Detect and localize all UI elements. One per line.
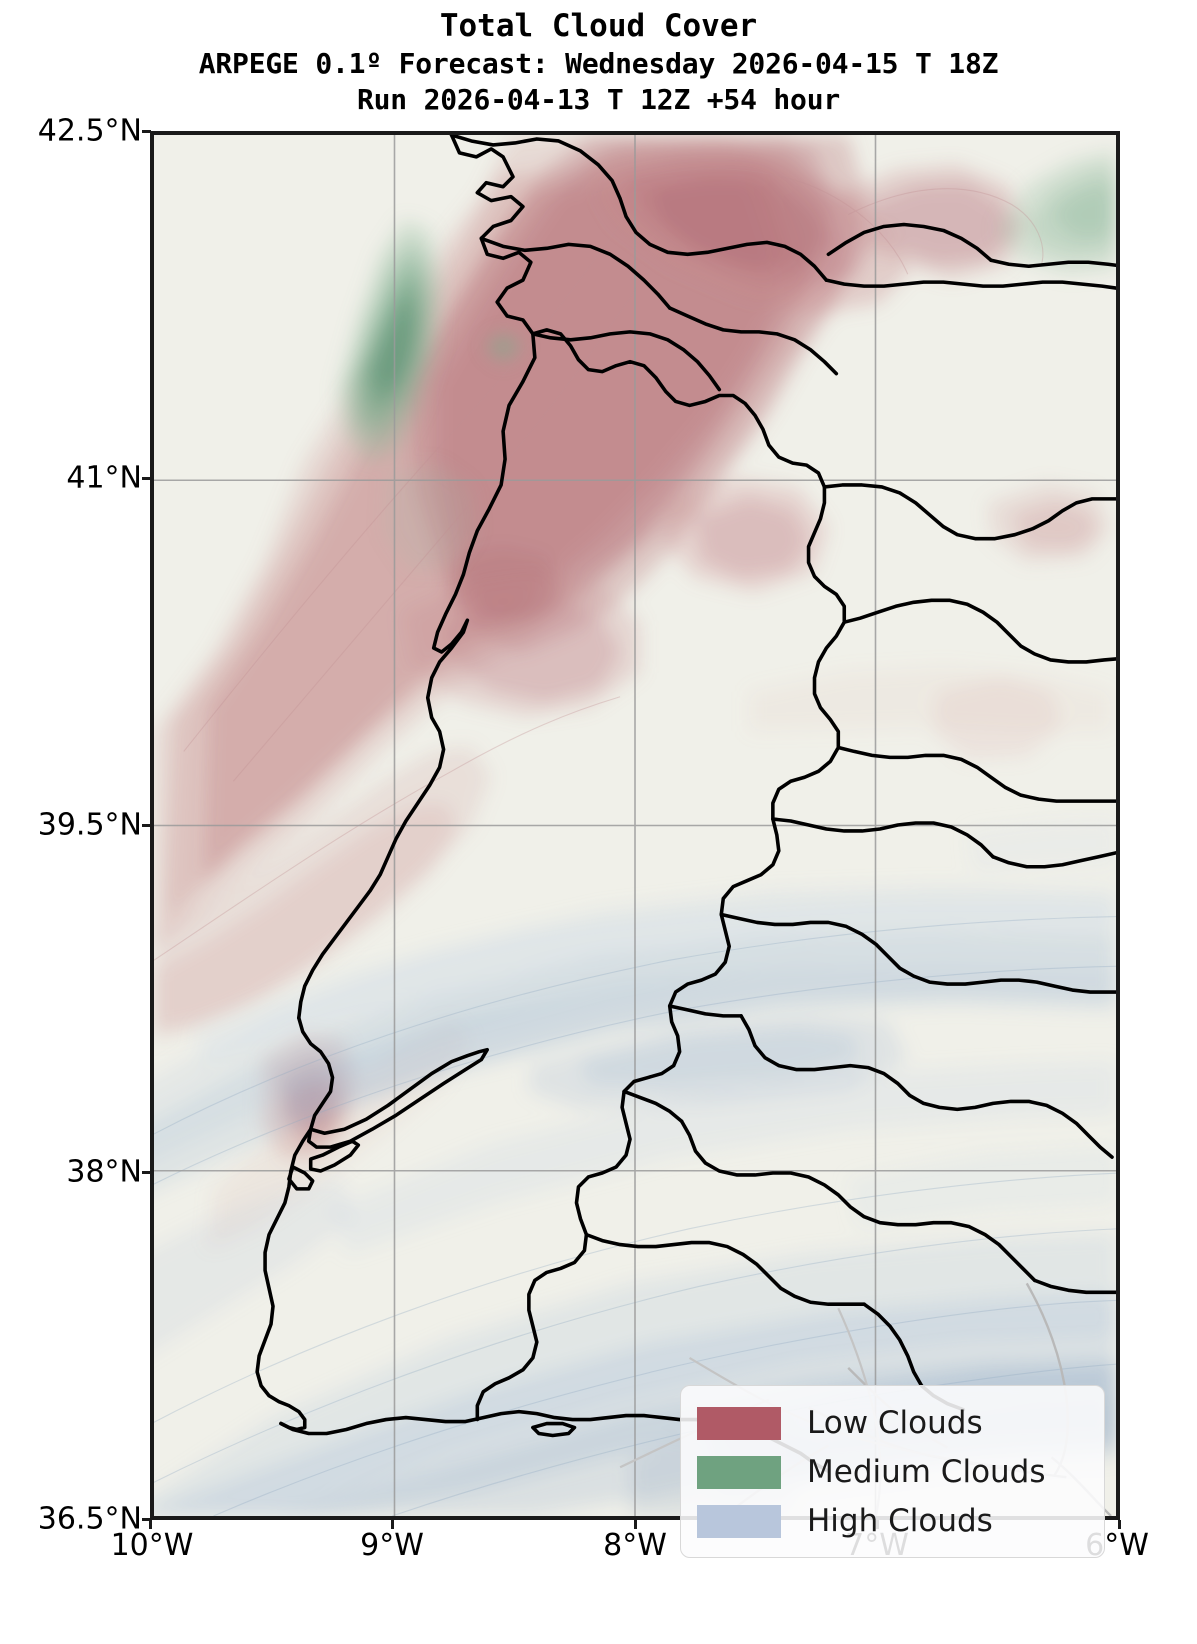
lat-tick-41: 41°N <box>66 460 142 496</box>
lat-tickmark-42-5 <box>142 130 151 133</box>
page-title: Total Cloud Cover <box>439 8 758 44</box>
lon-tick-9w: 9°W <box>360 1528 424 1563</box>
contour-lines-warm <box>154 168 1044 961</box>
lon-tick-10w: 10°W <box>110 1528 194 1563</box>
legend-label-low-clouds: Low Clouds <box>807 1405 983 1441</box>
legend-swatch-high-clouds <box>697 1505 781 1538</box>
legend-swatch-medium-clouds <box>697 1456 781 1489</box>
coastline-and-borders <box>255 135 1116 1474</box>
lat-tick-42-5: 42.5°N <box>37 113 142 149</box>
run-subtitle: Run 2026-04-13 T 12Z +54 hour <box>356 83 841 116</box>
map-legend[interactable]: Low Clouds Medium Clouds High Clouds <box>680 1385 1105 1558</box>
cloud-cover-map <box>154 135 1116 1516</box>
contour-lines <box>154 916 1116 1516</box>
forecast-subtitle: ARPEGE 0.1º Forecast: Wednesday 2026-04-… <box>198 47 999 80</box>
legend-item-medium-clouds[interactable]: Medium Clouds <box>697 1448 1090 1497</box>
lon-tickmark-10w <box>149 1520 152 1529</box>
lat-tick-36-5: 36.5°N <box>37 1501 142 1537</box>
legend-swatch-low-clouds <box>697 1407 781 1440</box>
lon-tickmark-6w <box>1118 1520 1121 1529</box>
legend-label-medium-clouds: Medium Clouds <box>807 1454 1046 1490</box>
map-plot-area[interactable] <box>150 131 1120 1520</box>
lat-tick-38: 38°N <box>66 1154 142 1190</box>
legend-label-high-clouds: High Clouds <box>807 1503 993 1539</box>
lat-tickmark-38 <box>142 1171 151 1174</box>
chart-title-block: Total Cloud Cover ARPEGE 0.1º Forecast: … <box>0 0 1197 118</box>
lat-tickmark-39-5 <box>142 824 151 827</box>
map-gridlines <box>154 135 1116 1516</box>
lon-tickmark-9w <box>391 1520 394 1529</box>
legend-item-high-clouds[interactable]: High Clouds <box>697 1497 1090 1546</box>
lat-tick-39-5: 39.5°N <box>37 807 142 843</box>
lat-tickmark-36-5 <box>142 1518 151 1521</box>
medium-clouds-layer <box>337 149 1116 571</box>
legend-item-low-clouds[interactable]: Low Clouds <box>697 1399 1090 1448</box>
lat-tickmark-41 <box>142 477 151 480</box>
lon-tickmark-8w <box>634 1520 637 1529</box>
lon-tick-8w: 8°W <box>603 1528 667 1563</box>
